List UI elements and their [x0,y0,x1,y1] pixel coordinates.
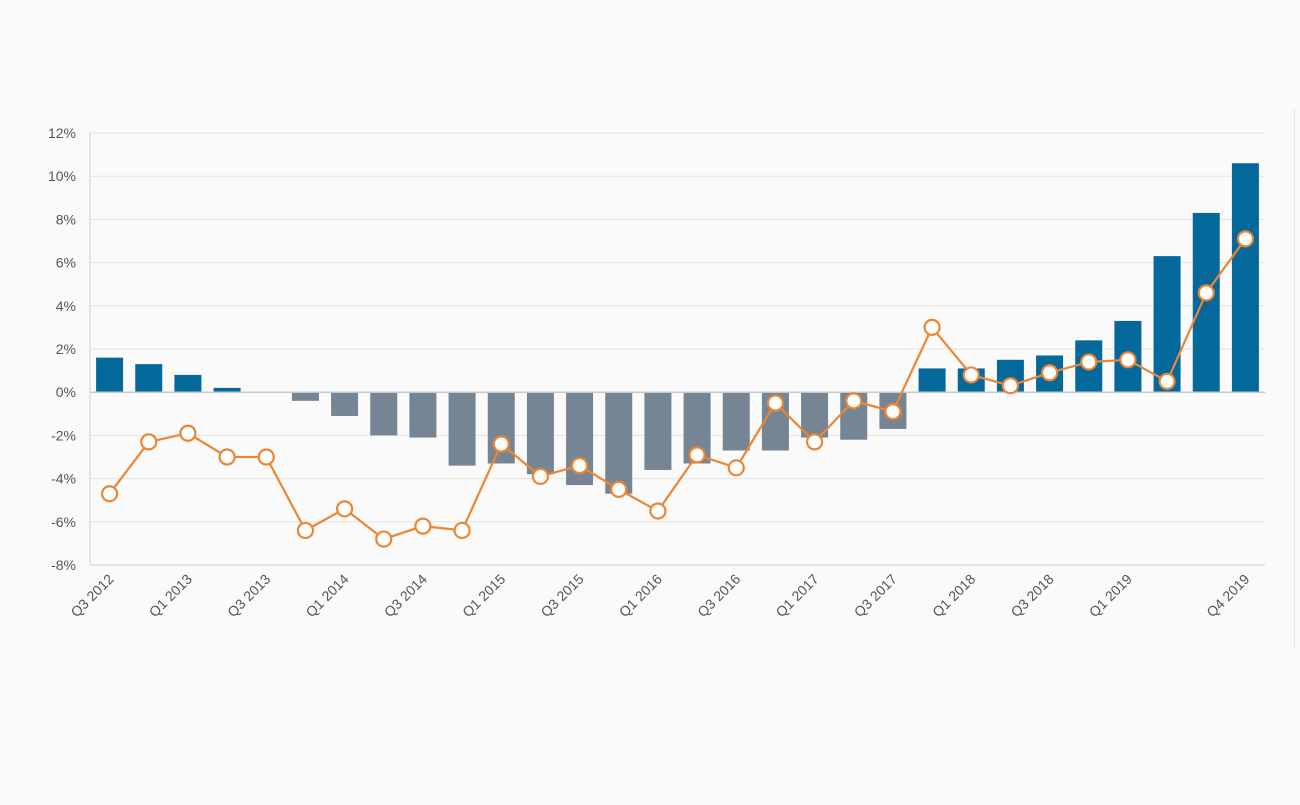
bar [135,364,163,393]
line-point [1001,377,1020,395]
line-point [1236,230,1255,248]
x-tick-label: Q1 2019 [1086,571,1135,620]
y-tick-label: -6% [51,514,76,530]
line-point [335,500,354,518]
line-point [727,459,745,477]
x-tick-label: Q3 2016 [694,571,743,620]
y-axis: 12% 10% 8% 6% 4% 2% 0% -2% -4% -6% -8% [48,125,76,573]
y-tick-label: 4% [56,298,76,314]
line-point [962,366,980,384]
line-point [414,517,432,535]
x-tick-label: Q3 2013 [224,571,273,620]
bar [174,374,202,393]
bar [291,392,319,401]
bar [213,387,241,393]
bar [605,392,633,494]
line-point [492,435,510,453]
bar [331,392,359,416]
right-divider [1294,108,1295,648]
bar [801,392,829,438]
line-point [375,530,393,548]
y-tick-label: 2% [56,341,76,357]
line-point [179,424,197,442]
y-tick-label: -8% [51,557,76,573]
bar-series [96,163,1259,494]
line-point [570,457,589,475]
line-point [923,318,941,336]
x-tick-label: Q3 2012 [67,571,116,620]
line-point [845,392,863,410]
axes [89,133,1265,566]
line-point [805,433,824,451]
line-point [531,467,550,486]
x-tick-label: Q3 2014 [381,571,430,620]
line-point [296,521,315,540]
y-tick-label: 10% [48,168,76,184]
line-point [1197,284,1215,302]
line-point [453,521,471,540]
y-tick-label: 6% [56,255,76,271]
y-tick-label: 8% [56,211,76,227]
line-point [1119,351,1137,369]
line-point [257,448,275,466]
line-point [649,502,667,520]
line-series [100,230,1255,548]
line-point [218,448,236,466]
line-point [100,485,119,503]
y-tick-label: 12% [48,125,76,141]
bar [722,392,750,451]
bar [644,392,672,470]
x-tick-label: Q3 2017 [851,571,900,620]
x-tick-label: Q1 2015 [459,571,508,620]
line-point [1158,372,1176,390]
line-point [1040,364,1059,382]
bar [370,392,398,436]
bar [1192,212,1220,393]
y-tick-label: 0% [56,384,76,400]
x-tick-label: Q1 2014 [302,571,351,620]
bar [918,368,946,393]
bar [96,357,124,393]
line-point [766,394,785,412]
x-tick-label: Q4 2019 [1203,571,1252,620]
x-tick-label: Q3 2015 [537,571,586,620]
bar [409,392,437,438]
bar [1231,163,1259,393]
x-tick-label: Q3 2018 [1007,571,1056,620]
line-point [140,433,158,451]
x-tick-label: Q1 2013 [146,571,195,620]
bar [1153,256,1181,393]
line-point [610,480,628,498]
x-tick-label: Q1 2018 [929,571,978,620]
bar [448,392,476,466]
line-point [884,403,902,421]
y-tick-label: -2% [51,427,76,443]
x-axis: Q3 2012 Q1 2013 Q3 2013 Q1 2014 Q3 2014 Q1 20… [67,571,1252,620]
y-tick-label: -4% [51,471,76,487]
x-tick-label: Q1 2017 [772,571,821,620]
x-tick-label: Q1 2016 [616,571,665,620]
line-point [688,446,706,464]
line-point [1080,353,1098,371]
bar [526,392,554,475]
series-line [108,238,1247,541]
